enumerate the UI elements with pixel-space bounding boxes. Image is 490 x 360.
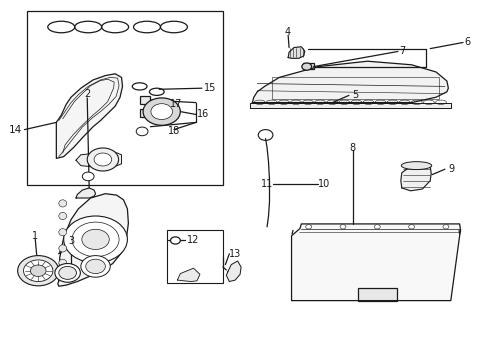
Text: 11: 11: [261, 179, 273, 189]
Text: 14: 14: [9, 125, 23, 135]
Circle shape: [64, 216, 127, 263]
Bar: [167, 230, 223, 283]
Ellipse shape: [59, 259, 67, 266]
Text: 12: 12: [187, 235, 200, 246]
Ellipse shape: [59, 212, 67, 220]
Circle shape: [443, 225, 449, 229]
Text: 15: 15: [203, 83, 216, 93]
Circle shape: [374, 225, 380, 229]
Ellipse shape: [59, 200, 67, 207]
Circle shape: [55, 264, 80, 282]
Text: 18: 18: [168, 126, 180, 136]
Bar: [27, 11, 223, 185]
Circle shape: [340, 225, 346, 229]
Bar: [272, 77, 439, 99]
Circle shape: [302, 63, 312, 70]
Circle shape: [87, 148, 119, 171]
Polygon shape: [401, 165, 431, 191]
Bar: [140, 109, 150, 117]
Polygon shape: [76, 188, 96, 198]
Text: 1: 1: [32, 231, 38, 241]
Text: 4: 4: [285, 27, 291, 37]
Text: 10: 10: [318, 179, 330, 189]
Polygon shape: [226, 261, 241, 282]
Text: 13: 13: [229, 249, 241, 259]
Text: 17: 17: [170, 99, 183, 109]
Circle shape: [136, 127, 148, 136]
Polygon shape: [252, 61, 448, 103]
Circle shape: [94, 153, 112, 166]
Ellipse shape: [59, 245, 67, 252]
Circle shape: [82, 229, 109, 249]
Ellipse shape: [59, 229, 67, 236]
Text: 16: 16: [197, 109, 210, 120]
Text: 7: 7: [400, 46, 406, 57]
Circle shape: [30, 265, 46, 276]
Polygon shape: [292, 224, 461, 301]
Polygon shape: [250, 103, 451, 108]
Circle shape: [59, 266, 76, 279]
Bar: [303, 63, 314, 69]
Polygon shape: [56, 74, 122, 158]
Polygon shape: [76, 151, 122, 167]
Circle shape: [151, 104, 172, 120]
Text: 5: 5: [352, 90, 358, 100]
Circle shape: [306, 225, 312, 229]
Polygon shape: [58, 194, 128, 286]
Circle shape: [24, 260, 53, 282]
Text: 6: 6: [464, 37, 470, 48]
Text: 3: 3: [68, 236, 74, 246]
Ellipse shape: [401, 162, 432, 170]
Circle shape: [81, 256, 110, 277]
Circle shape: [86, 259, 105, 274]
Text: 2: 2: [84, 89, 90, 99]
Text: 9: 9: [449, 164, 455, 174]
Polygon shape: [59, 250, 63, 254]
Circle shape: [18, 256, 59, 286]
Circle shape: [171, 237, 180, 244]
Polygon shape: [288, 47, 305, 58]
Text: 8: 8: [350, 143, 356, 153]
Circle shape: [143, 98, 180, 125]
Ellipse shape: [59, 270, 67, 277]
Circle shape: [72, 222, 119, 257]
Circle shape: [82, 172, 94, 181]
Circle shape: [409, 225, 415, 229]
Bar: [140, 96, 150, 104]
Polygon shape: [177, 268, 200, 282]
Bar: [358, 288, 397, 301]
